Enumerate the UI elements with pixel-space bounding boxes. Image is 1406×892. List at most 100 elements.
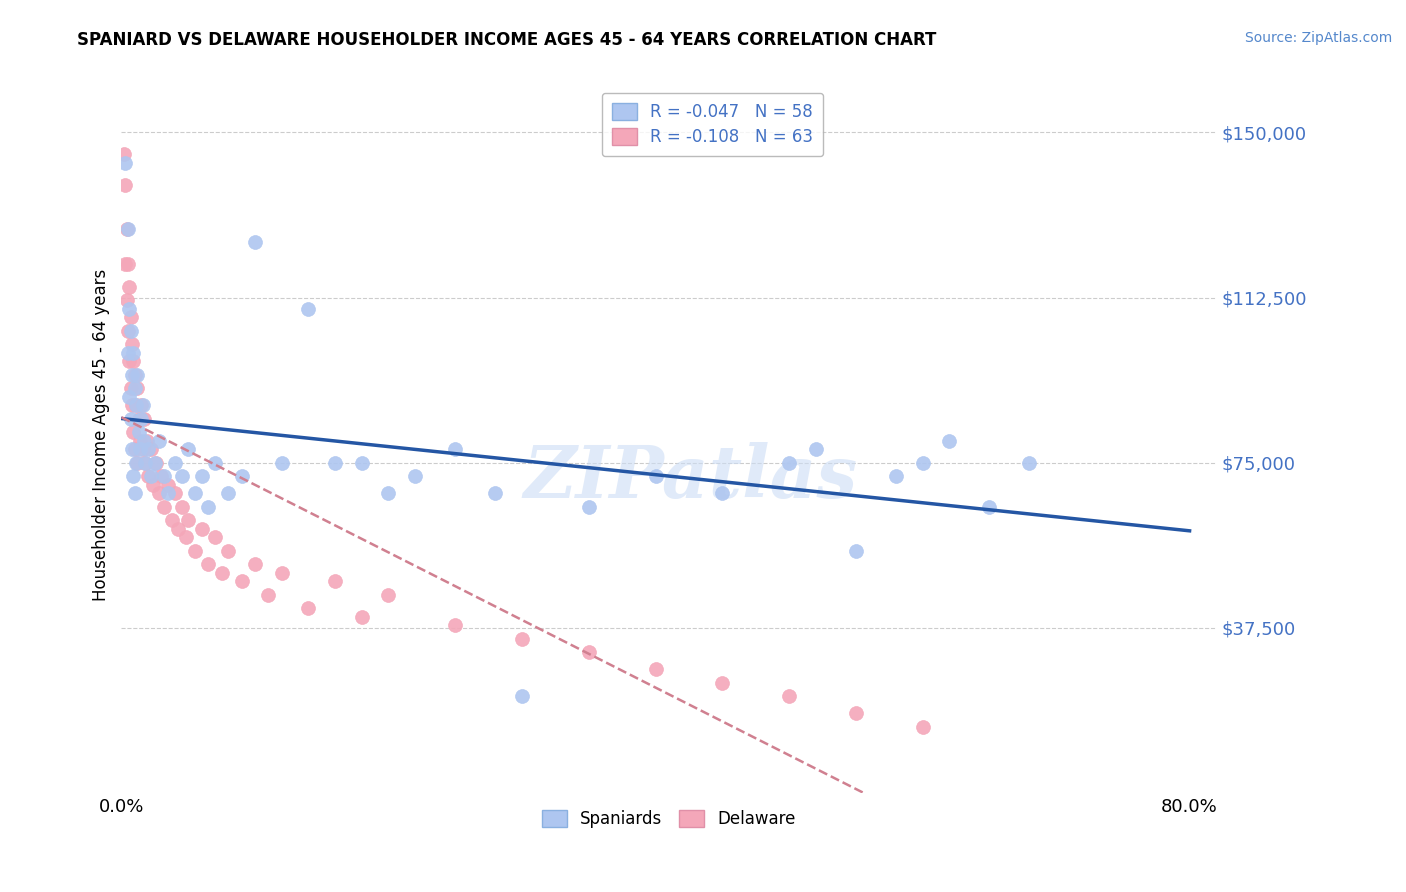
Point — [197, 500, 219, 514]
Text: Source: ZipAtlas.com: Source: ZipAtlas.com — [1244, 31, 1392, 45]
Point — [122, 345, 145, 359]
Point — [377, 588, 399, 602]
Point — [124, 442, 146, 457]
Point — [120, 310, 142, 325]
Point — [350, 609, 373, 624]
Point — [157, 486, 180, 500]
Point — [174, 530, 197, 544]
Point — [150, 468, 173, 483]
Point — [711, 486, 734, 500]
Point — [217, 486, 239, 500]
Point — [132, 442, 155, 457]
Point — [484, 486, 506, 500]
Point — [404, 468, 426, 483]
Point — [184, 486, 207, 500]
Point — [121, 368, 143, 382]
Point — [160, 513, 183, 527]
Point — [122, 425, 145, 439]
Point — [120, 381, 142, 395]
Point — [190, 522, 212, 536]
Point — [129, 442, 152, 457]
Point — [118, 279, 141, 293]
Point — [125, 456, 148, 470]
Point — [444, 618, 467, 632]
Point — [170, 468, 193, 483]
Point — [578, 645, 600, 659]
Point — [297, 301, 319, 316]
Point — [190, 468, 212, 483]
Point — [118, 301, 141, 316]
Point — [120, 411, 142, 425]
Point — [117, 324, 139, 338]
Point — [121, 442, 143, 457]
Point — [148, 434, 170, 448]
Point — [132, 398, 155, 412]
Point — [125, 398, 148, 412]
Point — [204, 530, 226, 544]
Point — [145, 456, 167, 470]
Point — [124, 368, 146, 382]
Point — [143, 456, 166, 470]
Point — [134, 456, 156, 470]
Point — [231, 468, 253, 483]
Point — [377, 486, 399, 500]
Point — [204, 456, 226, 470]
Point — [323, 456, 346, 470]
Point — [139, 442, 162, 457]
Point — [124, 486, 146, 500]
Point — [117, 222, 139, 236]
Point — [135, 434, 157, 448]
Point — [644, 468, 666, 483]
Point — [127, 381, 149, 395]
Point — [270, 566, 292, 580]
Point — [166, 522, 188, 536]
Point — [270, 456, 292, 470]
Point — [153, 500, 176, 514]
Point — [884, 468, 907, 483]
Point — [911, 456, 934, 470]
Legend: Spaniards, Delaware: Spaniards, Delaware — [536, 803, 803, 834]
Point — [163, 486, 186, 500]
Point — [115, 222, 138, 236]
Point — [134, 434, 156, 448]
Point — [323, 574, 346, 589]
Point — [114, 258, 136, 272]
Point — [153, 468, 176, 483]
Y-axis label: Householder Income Ages 45 - 64 years: Householder Income Ages 45 - 64 years — [93, 268, 110, 601]
Text: ZIPatlas: ZIPatlas — [523, 442, 858, 514]
Point — [644, 662, 666, 676]
Point — [117, 258, 139, 272]
Point — [177, 442, 200, 457]
Point — [243, 557, 266, 571]
Point — [118, 390, 141, 404]
Point — [804, 442, 827, 457]
Point — [134, 411, 156, 425]
Point — [510, 632, 533, 646]
Point — [197, 557, 219, 571]
Point — [142, 477, 165, 491]
Point — [938, 434, 960, 448]
Point — [124, 381, 146, 395]
Point — [136, 468, 159, 483]
Point — [114, 156, 136, 170]
Point — [122, 468, 145, 483]
Point — [121, 336, 143, 351]
Point — [131, 411, 153, 425]
Point — [231, 574, 253, 589]
Point — [163, 456, 186, 470]
Point — [578, 500, 600, 514]
Point — [444, 442, 467, 457]
Point — [243, 235, 266, 250]
Point — [979, 500, 1001, 514]
Point — [127, 368, 149, 382]
Point — [131, 398, 153, 412]
Point — [778, 689, 800, 703]
Point — [134, 456, 156, 470]
Point — [217, 543, 239, 558]
Point — [128, 411, 150, 425]
Point — [911, 720, 934, 734]
Point — [129, 434, 152, 448]
Point — [1018, 456, 1040, 470]
Point — [128, 425, 150, 439]
Point — [136, 442, 159, 457]
